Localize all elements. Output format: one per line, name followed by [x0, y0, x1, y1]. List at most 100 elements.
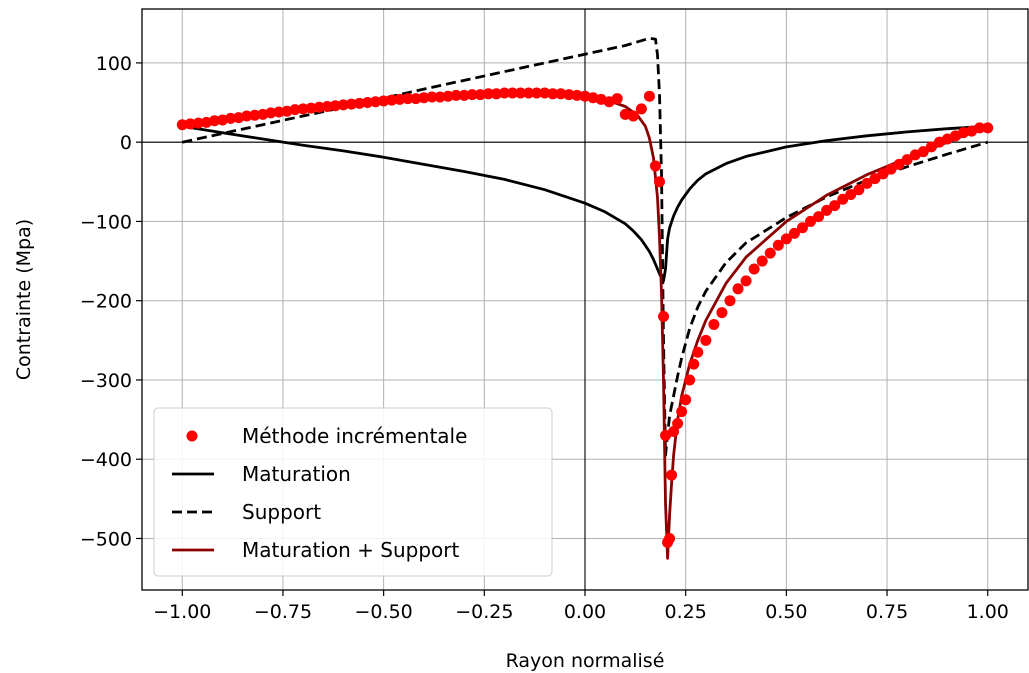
data-point [654, 176, 666, 188]
data-point [563, 89, 575, 101]
data-point [208, 115, 220, 127]
data-point [305, 102, 317, 114]
data-point [861, 177, 873, 189]
data-point [688, 358, 700, 370]
series-methode-incrementale [176, 87, 994, 548]
data-point [273, 106, 285, 118]
data-point [345, 98, 357, 110]
data-point [523, 87, 535, 99]
x-axis-label: Rayon normalisé [506, 650, 665, 672]
data-point [877, 168, 889, 180]
data-point [547, 88, 559, 100]
legend-marker [186, 430, 198, 442]
data-point [666, 469, 678, 481]
x-tick-label: −0.25 [455, 601, 513, 623]
x-tick-label: 0.00 [564, 601, 606, 623]
data-point [740, 275, 752, 287]
x-tick-label: 0.50 [765, 601, 807, 623]
data-point [482, 88, 494, 100]
legend-label: Support [242, 500, 321, 524]
data-point [982, 122, 994, 134]
data-point [458, 89, 470, 101]
data-point [329, 100, 341, 112]
data-point [869, 173, 881, 185]
data-point [772, 239, 784, 251]
data-point [756, 255, 768, 267]
data-point [805, 215, 817, 227]
data-point [925, 141, 937, 153]
x-tick-label: −1.00 [153, 601, 211, 623]
data-point [788, 227, 800, 239]
data-point [241, 110, 253, 122]
data-point [700, 334, 712, 346]
data-point [289, 104, 301, 116]
data-point [974, 122, 986, 134]
series-layer [176, 36, 994, 560]
data-point [692, 346, 704, 358]
data-point [370, 96, 382, 108]
data-point [829, 200, 841, 212]
y-tick-label: −500 [80, 528, 132, 550]
data-point [394, 93, 406, 105]
data-point [353, 97, 365, 109]
data-point [531, 87, 543, 99]
data-point [337, 99, 349, 111]
data-point [442, 90, 454, 102]
y-axis-label: Contrainte (Mpa) [13, 219, 35, 380]
data-point [885, 163, 897, 175]
data-point [184, 118, 196, 130]
data-point [555, 88, 567, 100]
data-point [853, 184, 865, 196]
data-point [362, 97, 374, 109]
data-point [821, 204, 833, 216]
data-point [724, 295, 736, 307]
data-point [265, 107, 277, 119]
data-point [321, 100, 333, 112]
data-point [813, 211, 825, 223]
data-point [635, 103, 647, 115]
data-point [386, 94, 398, 106]
data-point [732, 283, 744, 295]
data-point [490, 88, 502, 100]
legend-label: Maturation [242, 462, 351, 486]
data-point [498, 87, 510, 99]
data-point [507, 87, 519, 99]
data-point [225, 112, 237, 124]
data-point [893, 158, 905, 170]
y-tick-label: −400 [80, 449, 132, 471]
data-point [649, 160, 661, 172]
data-point [764, 247, 776, 259]
data-point [643, 90, 655, 102]
data-point [676, 406, 688, 418]
data-point [708, 318, 720, 330]
legend: Méthode incrémentale Maturation Support Mat… [153, 407, 553, 577]
data-point [571, 89, 583, 101]
data-point [474, 89, 486, 101]
legend-box [153, 407, 553, 577]
data-point [611, 93, 623, 105]
x-tick-label: 0.75 [866, 601, 908, 623]
data-point [249, 109, 261, 121]
y-tick-label: 100 [96, 53, 132, 75]
ticks: −1.00 −0.75 −0.50 −0.25 0.00 0.25 0.50 0.75 1.00… [80, 53, 1009, 623]
data-point [837, 193, 849, 205]
data-point [466, 89, 478, 101]
data-point [901, 154, 913, 166]
data-point [450, 89, 462, 101]
data-point [796, 222, 808, 234]
y-tick-label: 0 [120, 132, 132, 154]
y-tick-label: −200 [80, 291, 132, 313]
data-point [780, 233, 792, 245]
data-point [672, 418, 684, 430]
data-point [845, 188, 857, 200]
y-tick-label: −100 [80, 211, 132, 233]
data-point [434, 91, 446, 103]
data-point [664, 532, 676, 544]
data-point [402, 93, 414, 105]
x-tick-label: 1.00 [967, 601, 1009, 623]
data-point [410, 93, 422, 105]
data-point [684, 374, 696, 386]
y-tick-label: −300 [80, 370, 132, 392]
data-point [313, 101, 325, 113]
data-point [426, 91, 438, 103]
